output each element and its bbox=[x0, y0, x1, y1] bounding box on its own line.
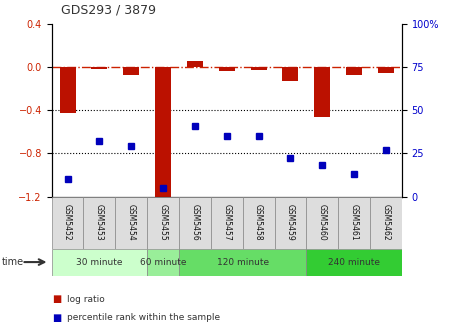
Bar bbox=[123, 67, 139, 76]
Text: log ratio: log ratio bbox=[67, 295, 105, 303]
Bar bbox=[370, 197, 402, 249]
Bar bbox=[187, 61, 203, 67]
Text: GSM5453: GSM5453 bbox=[95, 204, 104, 241]
Bar bbox=[115, 197, 147, 249]
Bar bbox=[211, 197, 242, 249]
Text: time: time bbox=[2, 257, 24, 267]
Text: GSM5458: GSM5458 bbox=[254, 204, 263, 241]
Text: GSM5457: GSM5457 bbox=[222, 204, 231, 241]
Text: 120 minute: 120 minute bbox=[216, 258, 269, 266]
Bar bbox=[378, 67, 394, 73]
Text: GSM5462: GSM5462 bbox=[382, 204, 391, 241]
Text: 240 minute: 240 minute bbox=[328, 258, 380, 266]
Bar bbox=[306, 197, 338, 249]
Bar bbox=[92, 67, 107, 69]
Text: GSM5460: GSM5460 bbox=[318, 204, 327, 241]
Text: GSM5456: GSM5456 bbox=[190, 204, 199, 241]
Text: percentile rank within the sample: percentile rank within the sample bbox=[67, 313, 220, 322]
Bar bbox=[338, 197, 370, 249]
Text: GSM5459: GSM5459 bbox=[286, 204, 295, 241]
Text: GSM5455: GSM5455 bbox=[158, 204, 167, 241]
Text: GDS293 / 3879: GDS293 / 3879 bbox=[61, 4, 156, 17]
Bar bbox=[60, 67, 75, 113]
Text: GSM5461: GSM5461 bbox=[350, 204, 359, 241]
Text: 30 minute: 30 minute bbox=[76, 258, 123, 266]
Bar bbox=[179, 197, 211, 249]
Bar bbox=[346, 67, 362, 76]
Bar bbox=[306, 249, 402, 276]
Bar bbox=[52, 197, 84, 249]
Text: GSM5452: GSM5452 bbox=[63, 204, 72, 241]
Bar bbox=[52, 249, 147, 276]
Bar bbox=[314, 67, 330, 117]
Bar bbox=[242, 197, 274, 249]
Bar bbox=[219, 67, 235, 71]
Bar bbox=[147, 249, 179, 276]
Bar bbox=[274, 197, 306, 249]
Bar bbox=[179, 249, 306, 276]
Bar bbox=[282, 67, 299, 81]
Bar bbox=[251, 67, 267, 70]
Text: ■: ■ bbox=[52, 294, 61, 304]
Bar bbox=[155, 67, 171, 199]
Bar bbox=[147, 197, 179, 249]
Text: GSM5454: GSM5454 bbox=[127, 204, 136, 241]
Bar bbox=[84, 197, 115, 249]
Text: ■: ■ bbox=[52, 312, 61, 323]
Text: 60 minute: 60 minute bbox=[140, 258, 186, 266]
